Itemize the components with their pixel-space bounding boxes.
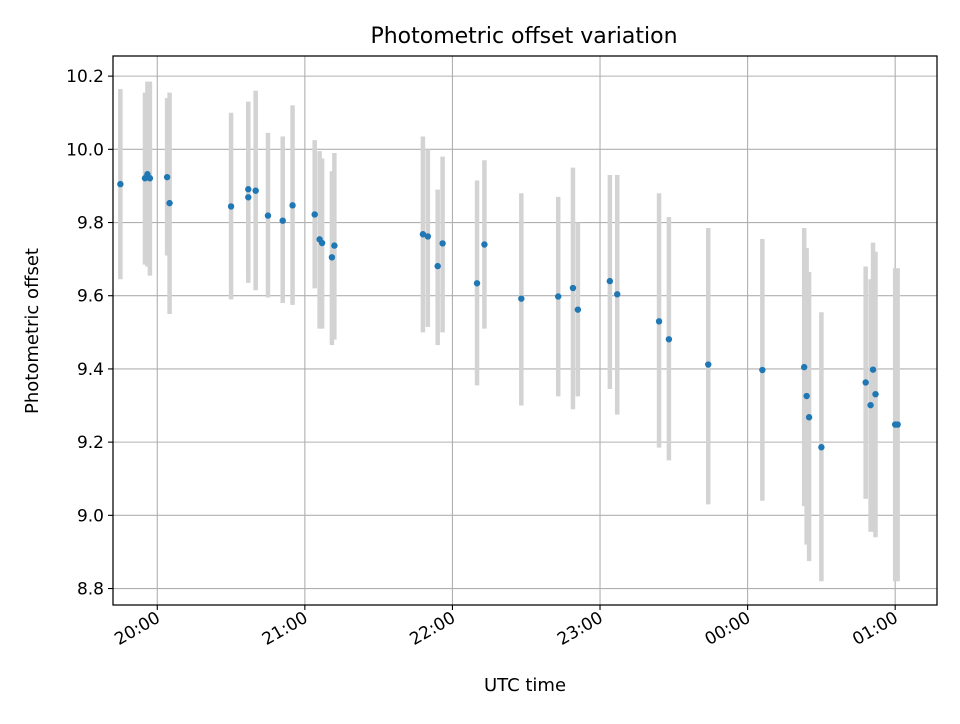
grid-layer (113, 56, 937, 605)
data-point (245, 186, 252, 193)
data-point (759, 366, 766, 374)
data-point (331, 242, 338, 249)
y-tick-label: 9.8 (77, 214, 104, 234)
data-point (555, 293, 562, 300)
data-point (163, 173, 171, 181)
data-point (424, 233, 432, 240)
data-point (252, 187, 259, 194)
y-tick-label: 9.2 (77, 433, 104, 453)
data-point (705, 361, 712, 368)
data-point (439, 240, 446, 247)
data-point (227, 203, 235, 210)
data-point (569, 284, 577, 292)
data-point (311, 211, 318, 218)
data-point (473, 280, 481, 287)
data-point (117, 180, 124, 188)
data-point (481, 241, 488, 248)
data-point (146, 175, 154, 182)
data-point (614, 291, 621, 298)
data-point (166, 199, 173, 207)
y-tick-label: 9.0 (77, 506, 104, 526)
y-tick-label: 10.0 (66, 140, 104, 160)
plot-frame (112, 55, 938, 606)
errorbar-layer (118, 81, 900, 582)
data-point (872, 390, 879, 398)
data-point (606, 277, 614, 285)
data-point (518, 295, 525, 302)
data-point (574, 306, 582, 313)
data-point (289, 202, 296, 209)
axis-layer: 8.8 9.0 9.2 9.4 9.6 9.8 10.0 10.2 20:00 21:00 22:0… (66, 67, 902, 650)
x-tick-label: 00:00 (702, 608, 754, 650)
data-point (818, 444, 825, 451)
x-tick-label: 01:00 (849, 608, 901, 650)
data-point (419, 231, 427, 238)
y-tick-label: 9.4 (77, 360, 104, 380)
data-point (867, 401, 874, 409)
x-tick-label: 23:00 (554, 608, 606, 650)
data-point (805, 414, 813, 421)
y-axis-label: Photometric offset (22, 248, 43, 414)
data-point (894, 421, 901, 428)
chart-title: Photometric offset variation (370, 24, 677, 49)
y-tick-label: 10.2 (66, 67, 104, 87)
data-point (245, 194, 252, 201)
data-point (862, 379, 869, 386)
data-point (665, 336, 673, 343)
data-point (434, 262, 441, 270)
y-tick-label: 9.6 (77, 287, 104, 307)
data-point (279, 217, 286, 224)
data-point (869, 366, 877, 373)
x-tick-label: 22:00 (407, 608, 459, 650)
data-point (655, 318, 663, 325)
data-point (318, 239, 326, 247)
data-point (328, 254, 336, 261)
data-point (264, 212, 272, 219)
x-tick-label: 21:00 (259, 608, 311, 650)
data-point (803, 392, 810, 400)
y-tick-label: 8.8 (77, 580, 104, 600)
x-tick-label: 20:00 (111, 608, 163, 650)
data-point (800, 363, 808, 371)
x-axis-label: UTC time (484, 675, 566, 696)
point-layer (117, 171, 901, 451)
